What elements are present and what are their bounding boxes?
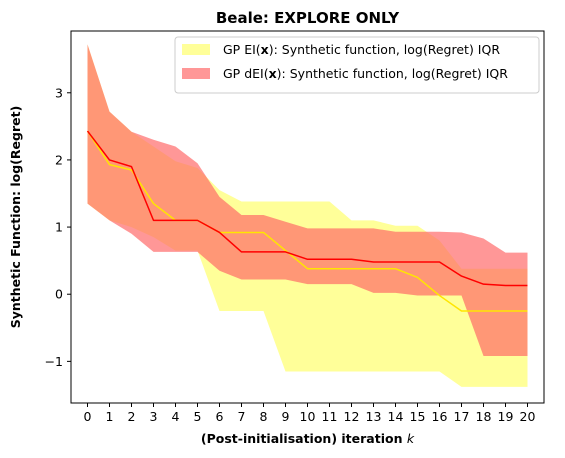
x-tick-label: 18 [476,409,492,424]
legend-label-series-2: GP dEI(x): Synthetic function, log(Regre… [223,66,508,81]
x-tick-label: 14 [388,409,404,424]
x-tick-label: 17 [454,409,470,424]
x-tick-label: 8 [260,409,268,424]
x-tick-label: 4 [172,409,180,424]
x-tick-label: 5 [194,409,202,424]
x-tick-label: 1 [106,409,114,424]
x-axis-label-variable: k [407,431,415,446]
y-tick-label: −1 [45,354,63,369]
median-lines [86,130,528,312]
x-tick-label: 6 [216,409,224,424]
x-tick-label: 3 [150,409,158,424]
x-tick-label: 11 [322,409,338,424]
x-tick-label: 0 [84,409,92,424]
iqr-bands [87,44,528,387]
median-line-series-1 [86,130,528,312]
x-axis-ticks: 0 1 2 3 4 5 6 7 8 9 10 11 12 13 14 15 16 17 18 19 20 [84,403,536,424]
y-tick-label: 1 [55,220,63,235]
legend-swatch-series-1 [182,44,210,55]
legend-swatch-series-2 [182,68,210,79]
y-axis-label: Synthetic Function: log(Regret) [8,106,23,329]
iqr-band-series-1 [87,44,528,387]
x-tick-label: 9 [282,409,290,424]
y-tick-label: 0 [55,287,63,302]
y-tick-label: 2 [55,152,63,167]
x-tick-label: 16 [432,409,448,424]
legend: GP EI(x): Synthetic function, log(Regret… [174,36,540,94]
median-line-series-2 [86,130,528,287]
x-tick-label: 13 [366,409,382,424]
legend-box [174,36,540,94]
x-tick-label: 15 [410,409,426,424]
chart-title: Beale: EXPLORE ONLY [216,9,400,27]
x-tick-label: 19 [498,409,514,424]
y-tick-label: 3 [55,85,63,100]
x-axis-label: (Post-initialisation) iteration k [201,431,415,446]
x-tick-label: 7 [238,409,246,424]
x-tick-label: 2 [128,409,136,424]
x-tick-label: 10 [300,409,316,424]
y-axis-ticks: −1 0 1 2 3 [45,85,71,369]
legend-label-series-1: GP EI(x): Synthetic function, log(Regret… [223,42,500,57]
x-tick-label: 20 [520,409,536,424]
x-axis-label-text: (Post-initialisation) iteration [201,431,407,446]
x-tick-label: 12 [344,409,360,424]
